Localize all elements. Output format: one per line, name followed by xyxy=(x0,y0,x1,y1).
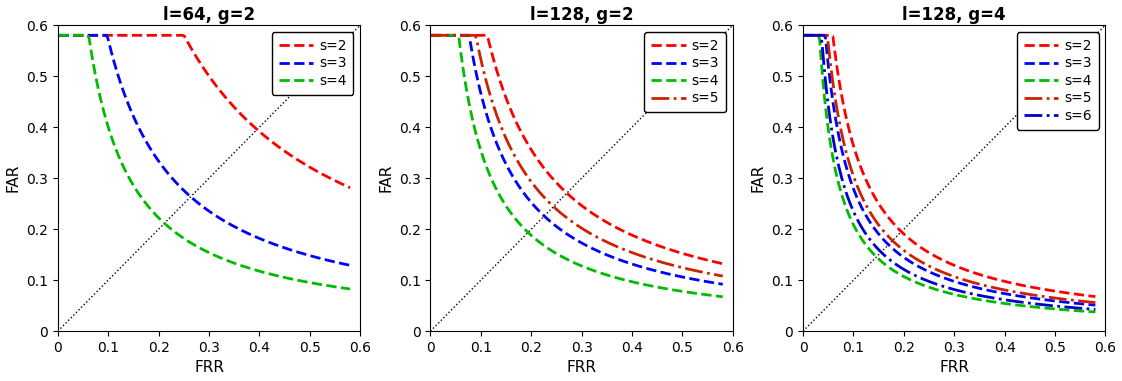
X-axis label: FRR: FRR xyxy=(194,360,224,375)
Y-axis label: FAR: FAR xyxy=(378,164,393,192)
Y-axis label: FAR: FAR xyxy=(751,164,766,192)
Legend: s=2, s=3, s=4: s=2, s=3, s=4 xyxy=(272,32,353,95)
Title: l=64, g=2: l=64, g=2 xyxy=(163,6,255,24)
Legend: s=2, s=3, s=4, s=5, s=6: s=2, s=3, s=4, s=5, s=6 xyxy=(1017,32,1098,130)
Title: l=128, g=4: l=128, g=4 xyxy=(902,6,1006,24)
Y-axis label: FAR: FAR xyxy=(6,164,20,192)
X-axis label: FRR: FRR xyxy=(567,360,597,375)
Title: l=128, g=2: l=128, g=2 xyxy=(530,6,634,24)
Legend: s=2, s=3, s=4, s=5: s=2, s=3, s=4, s=5 xyxy=(644,32,726,112)
X-axis label: FRR: FRR xyxy=(939,360,969,375)
